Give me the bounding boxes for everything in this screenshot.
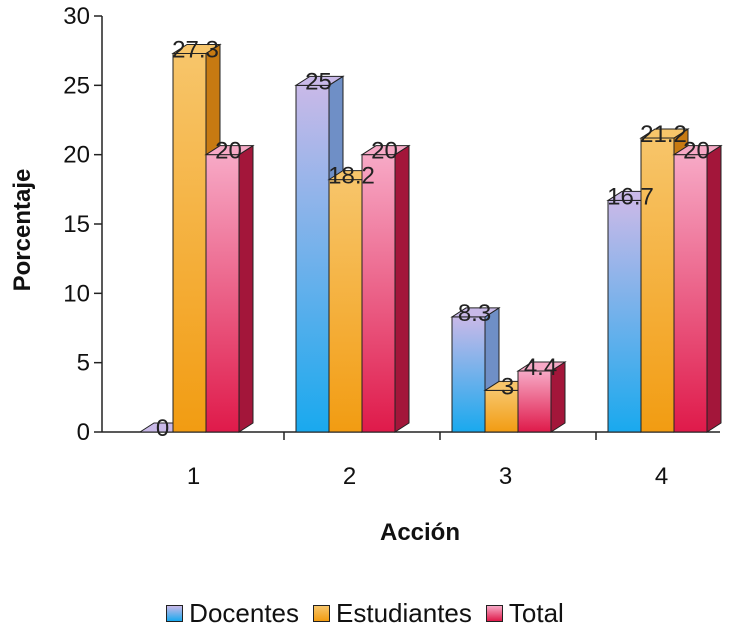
legend-item-docentes: Docentes xyxy=(166,598,299,629)
y-tick-label: 0 xyxy=(77,419,90,446)
bar-front xyxy=(517,370,552,433)
x-tick-label: 3 xyxy=(499,463,512,490)
data-label: 0 xyxy=(156,415,169,442)
bar-side xyxy=(238,144,254,433)
bar-side xyxy=(706,144,722,433)
bar-total-1 xyxy=(204,144,255,433)
x-tick-label: 4 xyxy=(655,463,668,490)
bar-top xyxy=(639,128,690,139)
chart-bars xyxy=(138,43,723,433)
legend-label: Docentes xyxy=(189,598,300,628)
y-tick-label: 15 xyxy=(63,211,90,238)
data-label: 20 xyxy=(371,138,398,165)
x-axis-title: Acción xyxy=(380,519,460,546)
bar-front xyxy=(673,154,708,433)
bar-top xyxy=(294,75,345,86)
bar-top xyxy=(450,307,501,318)
y-axis-title: Porcentaje xyxy=(9,169,36,292)
bar-top xyxy=(672,145,723,156)
data-label: 8.3 xyxy=(458,300,491,327)
data-label: 3 xyxy=(501,373,514,400)
legend-label: Estudiantes xyxy=(336,598,472,628)
data-label: 20 xyxy=(215,138,242,165)
bar-top xyxy=(360,145,411,156)
data-label: 4.4 xyxy=(524,354,557,381)
bar-docentes-2 xyxy=(294,75,345,433)
bar-front xyxy=(205,154,240,433)
bar-front xyxy=(451,316,486,433)
data-label: 20 xyxy=(683,138,710,165)
data-label: 18.2 xyxy=(328,163,375,190)
x-tick-label: 2 xyxy=(343,463,356,490)
y-tick-label: 20 xyxy=(63,142,90,169)
bar-side xyxy=(394,144,410,433)
y-tick-label: 10 xyxy=(63,280,90,307)
chart-legend: Docentes Estudiantes Total xyxy=(0,598,730,629)
bar-top xyxy=(171,43,222,54)
legend-swatch xyxy=(485,605,503,622)
legend-label: Total xyxy=(508,598,564,628)
data-label: 27.3 xyxy=(172,36,219,63)
bar-top xyxy=(516,361,567,372)
legend-item-estudiantes: Estudiantes xyxy=(313,598,472,629)
y-tick-label: 25 xyxy=(63,72,90,99)
bar-front xyxy=(295,84,330,433)
bar-front xyxy=(361,154,396,433)
bar-total-2 xyxy=(360,144,411,433)
bar-front xyxy=(640,137,675,433)
legend-swatch xyxy=(313,605,331,622)
bar-total-4 xyxy=(672,144,723,433)
data-label: 25 xyxy=(305,68,332,95)
legend-swatch xyxy=(166,605,184,622)
bar-front xyxy=(607,199,642,433)
y-tick-label: 5 xyxy=(77,350,90,377)
data-label: 21.2 xyxy=(640,121,687,148)
legend-item-total: Total xyxy=(485,598,564,629)
bar-top xyxy=(204,145,255,156)
x-tick-label: 1 xyxy=(187,463,200,490)
y-tick-label: 30 xyxy=(63,3,90,30)
bar-total-3 xyxy=(516,361,567,433)
bar-front xyxy=(328,179,363,433)
bar-front xyxy=(172,52,207,433)
data-label: 16.7 xyxy=(607,183,654,210)
